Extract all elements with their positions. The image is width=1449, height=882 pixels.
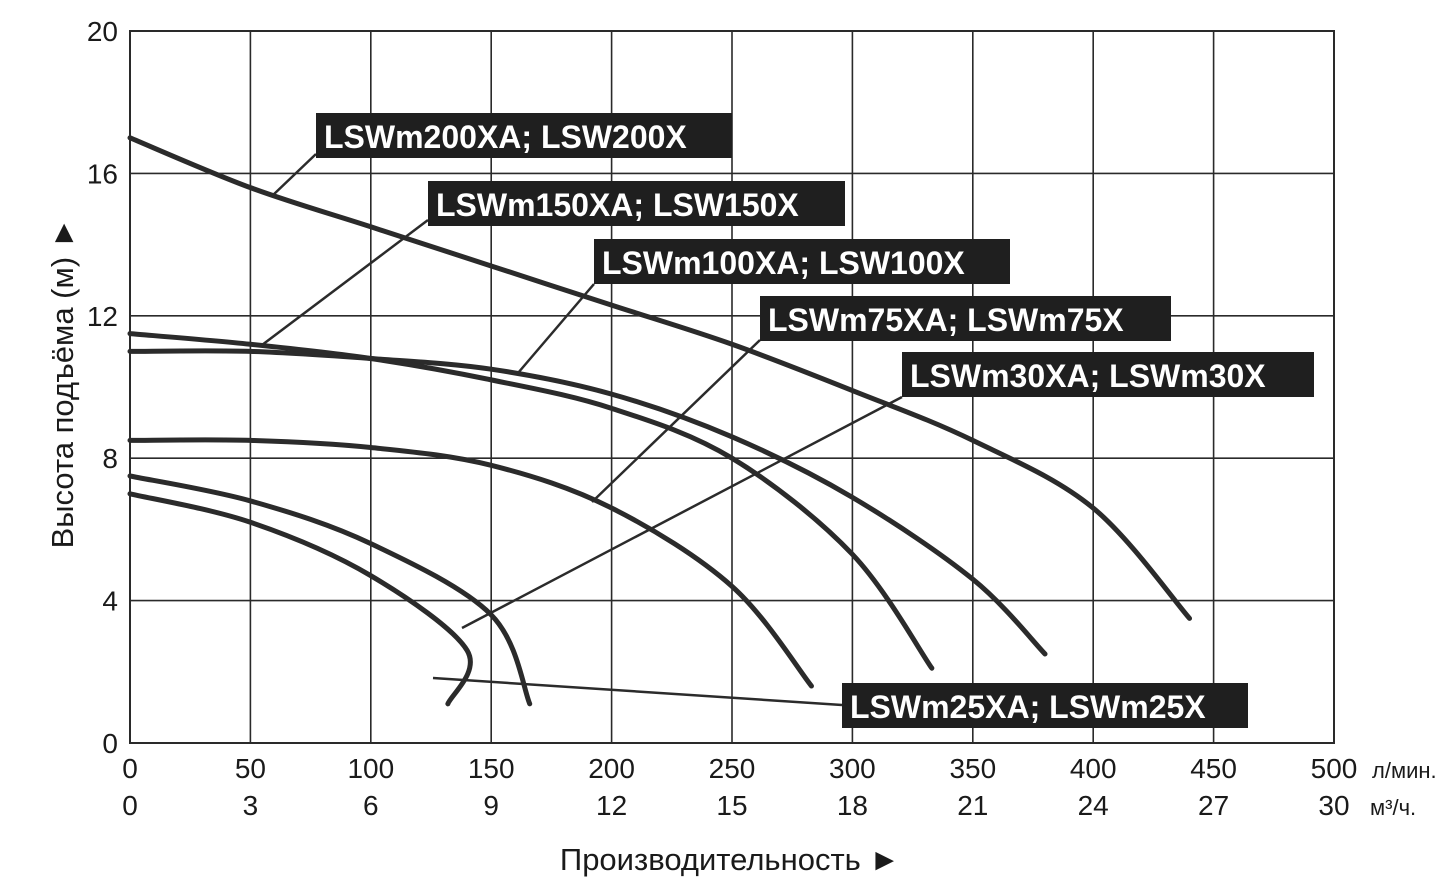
x-tick-label-secondary: 6 — [363, 790, 379, 821]
series-label: LSWm25XA; LSWm25X — [850, 689, 1206, 725]
x-tick-label: 100 — [347, 753, 394, 784]
x-tick-label-secondary: 3 — [243, 790, 259, 821]
x-tick-label: 300 — [829, 753, 876, 784]
x-tick-label-secondary: 12 — [596, 790, 627, 821]
x-unit-primary: л/мин. — [1372, 758, 1437, 783]
label-leader-line — [271, 153, 317, 197]
y-tick-label: 8 — [102, 443, 118, 474]
x-tick-label-secondary: 9 — [483, 790, 499, 821]
tick-labels: 0050310061509200122501530018350214002445… — [87, 16, 1358, 821]
y-tick-label: 16 — [87, 158, 118, 189]
x-tick-label: 150 — [468, 753, 515, 784]
x-tick-label-secondary: 18 — [837, 790, 868, 821]
series-line — [127, 437, 814, 689]
y-axis-title: Высота подъёма (м) ► — [45, 218, 80, 549]
x-tick-label: 250 — [709, 753, 756, 784]
series-label-box — [428, 181, 845, 226]
label-leader-line — [461, 395, 903, 630]
x-tick-label: 200 — [588, 753, 635, 784]
y-tick-label: 12 — [87, 301, 118, 332]
curve-labels: LSWm200XA; LSW200X LSWm150XA; LSW150X LSWm… — [261, 113, 1314, 728]
series-line — [127, 331, 935, 671]
y-tick-label: 20 — [87, 16, 118, 47]
x-tick-label: 50 — [235, 753, 266, 784]
curves — [127, 135, 1193, 707]
x-tick-label-secondary: 0 — [122, 790, 138, 821]
x-tick-label-secondary: 24 — [1078, 790, 1109, 821]
x-tick-label-secondary: 15 — [716, 790, 747, 821]
series-label: LSWm150XA; LSW150X — [436, 187, 799, 223]
plot-frame — [129, 30, 1335, 744]
label-leader-line — [591, 339, 761, 503]
series-label: LSWm200XA; LSW200X — [324, 119, 687, 155]
series-label-box — [842, 683, 1248, 728]
series-label: LSWm30XA; LSWm30X — [910, 358, 1266, 394]
x-tick-label: 400 — [1070, 753, 1117, 784]
x-tick-label: 0 — [122, 753, 138, 784]
series-label-box — [902, 352, 1314, 397]
y-tick-label: 0 — [102, 728, 118, 759]
x-unit-secondary: м³/ч. — [1370, 795, 1416, 820]
x-tick-label: 500 — [1311, 753, 1358, 784]
series-line — [127, 348, 1048, 657]
label-leader-line — [432, 676, 843, 707]
series-label: LSWm100XA; LSW100X — [602, 245, 965, 281]
x-axis-title: Производительность ► — [560, 842, 900, 877]
series-line — [127, 135, 1193, 621]
series-line — [127, 473, 533, 707]
x-tick-label: 450 — [1190, 753, 1237, 784]
x-tick-label-secondary: 27 — [1198, 790, 1229, 821]
y-tick-label: 4 — [102, 586, 118, 617]
x-tick-label: 350 — [949, 753, 996, 784]
series-line — [127, 491, 473, 707]
label-leader-line — [261, 219, 429, 346]
x-tick-label-secondary: 21 — [957, 790, 988, 821]
series-label-box — [594, 239, 1010, 284]
series-label: LSWm75XA; LSWm75X — [768, 302, 1124, 338]
label-leader-line — [517, 283, 595, 374]
x-tick-label-secondary: 30 — [1318, 790, 1349, 821]
series-label-box — [316, 113, 732, 158]
series-label-box — [760, 296, 1171, 341]
